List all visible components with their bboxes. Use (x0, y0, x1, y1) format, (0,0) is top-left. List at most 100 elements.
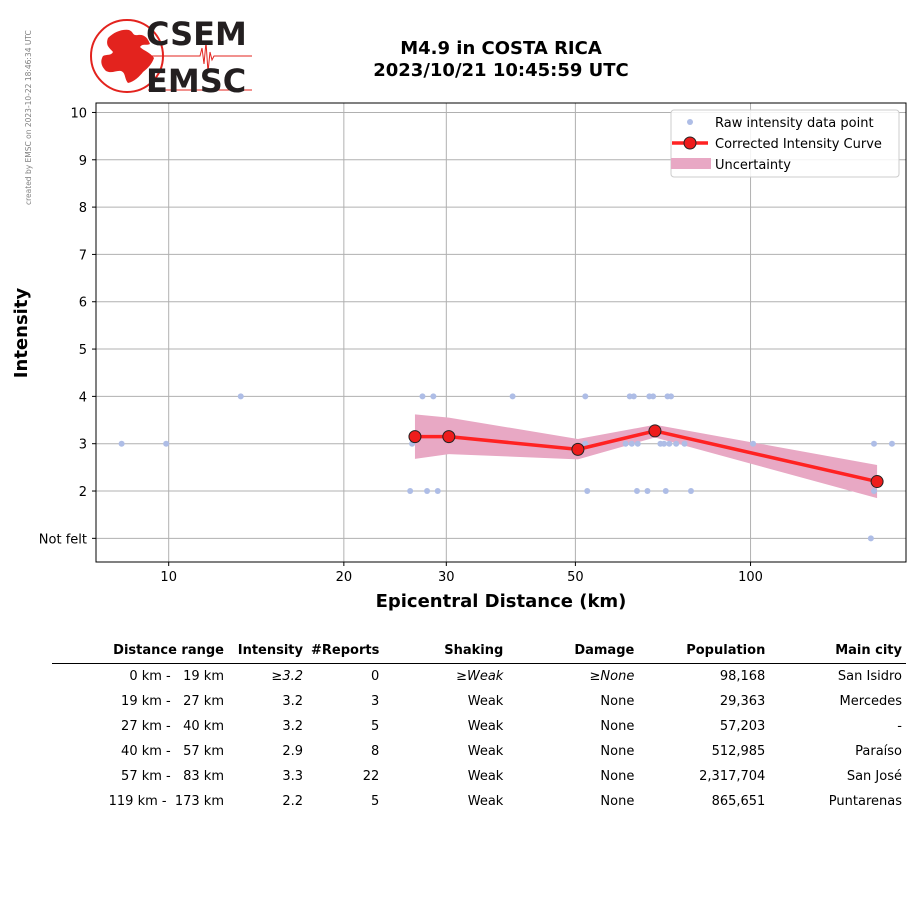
raw-data-point (661, 440, 668, 447)
uncertainty-area (414, 414, 878, 499)
shaking-cell: Weak (467, 794, 504, 809)
raw-data-point (673, 440, 680, 447)
main-city-cell: Mercedes (839, 694, 902, 709)
raw-data-point (163, 440, 170, 447)
shaking-cell: Weak (467, 719, 504, 734)
logo-csem-text: CSEM (146, 16, 247, 53)
shaking-cell: Weak (467, 744, 504, 759)
reports-cell: 5 (371, 719, 380, 734)
raw-data-point (867, 535, 874, 542)
damage-cell: None (600, 719, 635, 734)
table-row: 119 km - 173 km 2.2 5 Weak None 865,651 Puntar… (52, 789, 906, 814)
reports-cell: 0 (371, 669, 380, 684)
population-cell: 865,651 (711, 794, 766, 809)
shaking-cell: ≥Weak (456, 669, 504, 684)
logo-seismogram (148, 41, 252, 91)
y-axis-label: Intensity (11, 288, 32, 379)
chart-legend: Raw intensity data point Corrected Inten… (670, 109, 900, 178)
damage-cell: None (600, 794, 635, 809)
y-tick-label: 2 (79, 485, 87, 500)
main-city-cell: San Isidro (837, 669, 902, 684)
y-tick-label: 10 (70, 106, 87, 121)
corrected-curve-point (442, 430, 456, 444)
raw-data-point (666, 440, 673, 447)
x-tick-label: 30 (438, 570, 455, 585)
corrected-curve-series (408, 424, 884, 489)
x-tick-label: 20 (336, 570, 353, 585)
legend-uncertainty-swatch (671, 158, 711, 169)
reports-cell: 5 (371, 794, 380, 809)
raw-data-point (871, 488, 878, 495)
raw-data-point (584, 488, 591, 495)
y-tick-label: 8 (79, 201, 87, 216)
table-row: 27 km - 40 km 3.2 5 Weak None 57,203 - (52, 714, 906, 739)
damage-cell: None (600, 744, 635, 759)
damage-cell: None (600, 694, 635, 709)
damage-cell: None (600, 769, 635, 784)
plot-frame (95, 102, 907, 563)
summary-table: Distance range Intensity #Reports Shakin… (52, 640, 906, 814)
shaking-cell: Weak (467, 694, 504, 709)
logo-emsc-text: EMSC (146, 62, 246, 96)
raw-data-point (237, 393, 244, 400)
intensity-cell: 3.2 (282, 719, 303, 734)
raw-data-point (628, 440, 635, 447)
x-axis-label: Epicentral Distance (km) (376, 591, 627, 612)
intensity-cell: 3.2 (282, 694, 303, 709)
col-main-city: Main city (769, 640, 906, 664)
damage-cell: ≥None (589, 669, 635, 684)
distance-range-cell: 40 km - 57 km (121, 744, 224, 759)
title-line-event: M4.9 in COSTA RICA (400, 38, 602, 59)
y-tick-label: 3 (79, 438, 87, 453)
raw-data-point (750, 440, 757, 447)
raw-data-point (681, 440, 688, 447)
y-tick-label: Not felt (39, 532, 87, 547)
distance-range-cell: 27 km - 40 km (121, 719, 224, 734)
distance-range-cell: 19 km - 27 km (121, 694, 224, 709)
y-axis-ticks: Not felt 2 3 4 5 6 7 8 9 10 (39, 106, 96, 547)
y-tick-label: 5 (79, 343, 87, 358)
x-tick-label: 50 (567, 570, 584, 585)
creation-stamp: created by EMSC on 2023-10-22 18:46:34 U… (24, 30, 33, 205)
main-city-cell: Puntarenas (828, 794, 902, 809)
col-reports: #Reports (307, 640, 384, 664)
corrected-curve-point (648, 424, 662, 438)
population-cell: 512,985 (711, 744, 766, 759)
raw-data-point (582, 440, 589, 447)
x-axis-ticks: 10 20 30 50 100 (160, 562, 763, 585)
reports-cell: 22 (362, 769, 380, 784)
shaking-cell: Weak (467, 769, 504, 784)
x-tick-label: 100 (738, 570, 763, 585)
main-city-cell: Paraíso (855, 744, 902, 759)
raw-data-point (633, 488, 640, 495)
distance-range-cell: 0 km - 19 km (129, 669, 224, 684)
col-damage: Damage (507, 640, 639, 664)
legend-curve-marker (683, 136, 697, 150)
raw-data-point (430, 393, 437, 400)
intensity-chart: 10 20 30 50 100 Not felt 2 3 4 5 6 7 8 9 10 Epicentra… (11, 102, 907, 612)
plot-area-border (95, 102, 907, 563)
table-row: 40 km - 57 km 2.9 8 Weak None 512,985 Paraíso (52, 739, 906, 764)
raw-data-point (434, 488, 441, 495)
logo-continents (101, 29, 154, 83)
chart-title: M4.9 in COSTA RICA 2023/10/21 10:45:59 U… (300, 38, 702, 82)
y-tick-label: 9 (79, 154, 87, 169)
main-city-cell: - (897, 719, 902, 734)
corrected-curve-point (571, 442, 585, 456)
intensity-cell: ≥3.2 (271, 669, 303, 684)
raw-data-point (424, 488, 431, 495)
raw-data-point (622, 440, 629, 447)
table-header-row: Distance range Intensity #Reports Shakin… (52, 640, 906, 664)
raw-data-point (509, 393, 516, 400)
raw-data-point (662, 488, 669, 495)
legend-box (670, 109, 900, 178)
y-tick-label: 4 (79, 390, 87, 405)
raw-data-point (888, 440, 895, 447)
intensity-cell: 3.3 (282, 769, 303, 784)
legend-raw-marker (687, 119, 693, 125)
raw-data-point (630, 393, 637, 400)
raw-data-point (407, 488, 414, 495)
population-cell: 2,317,704 (699, 769, 766, 784)
creation-stamp-text: created by EMSC on 2023-10-22 18:46:34 U… (24, 30, 33, 205)
csem-emsc-logo: CSEM EMSC (90, 16, 252, 96)
